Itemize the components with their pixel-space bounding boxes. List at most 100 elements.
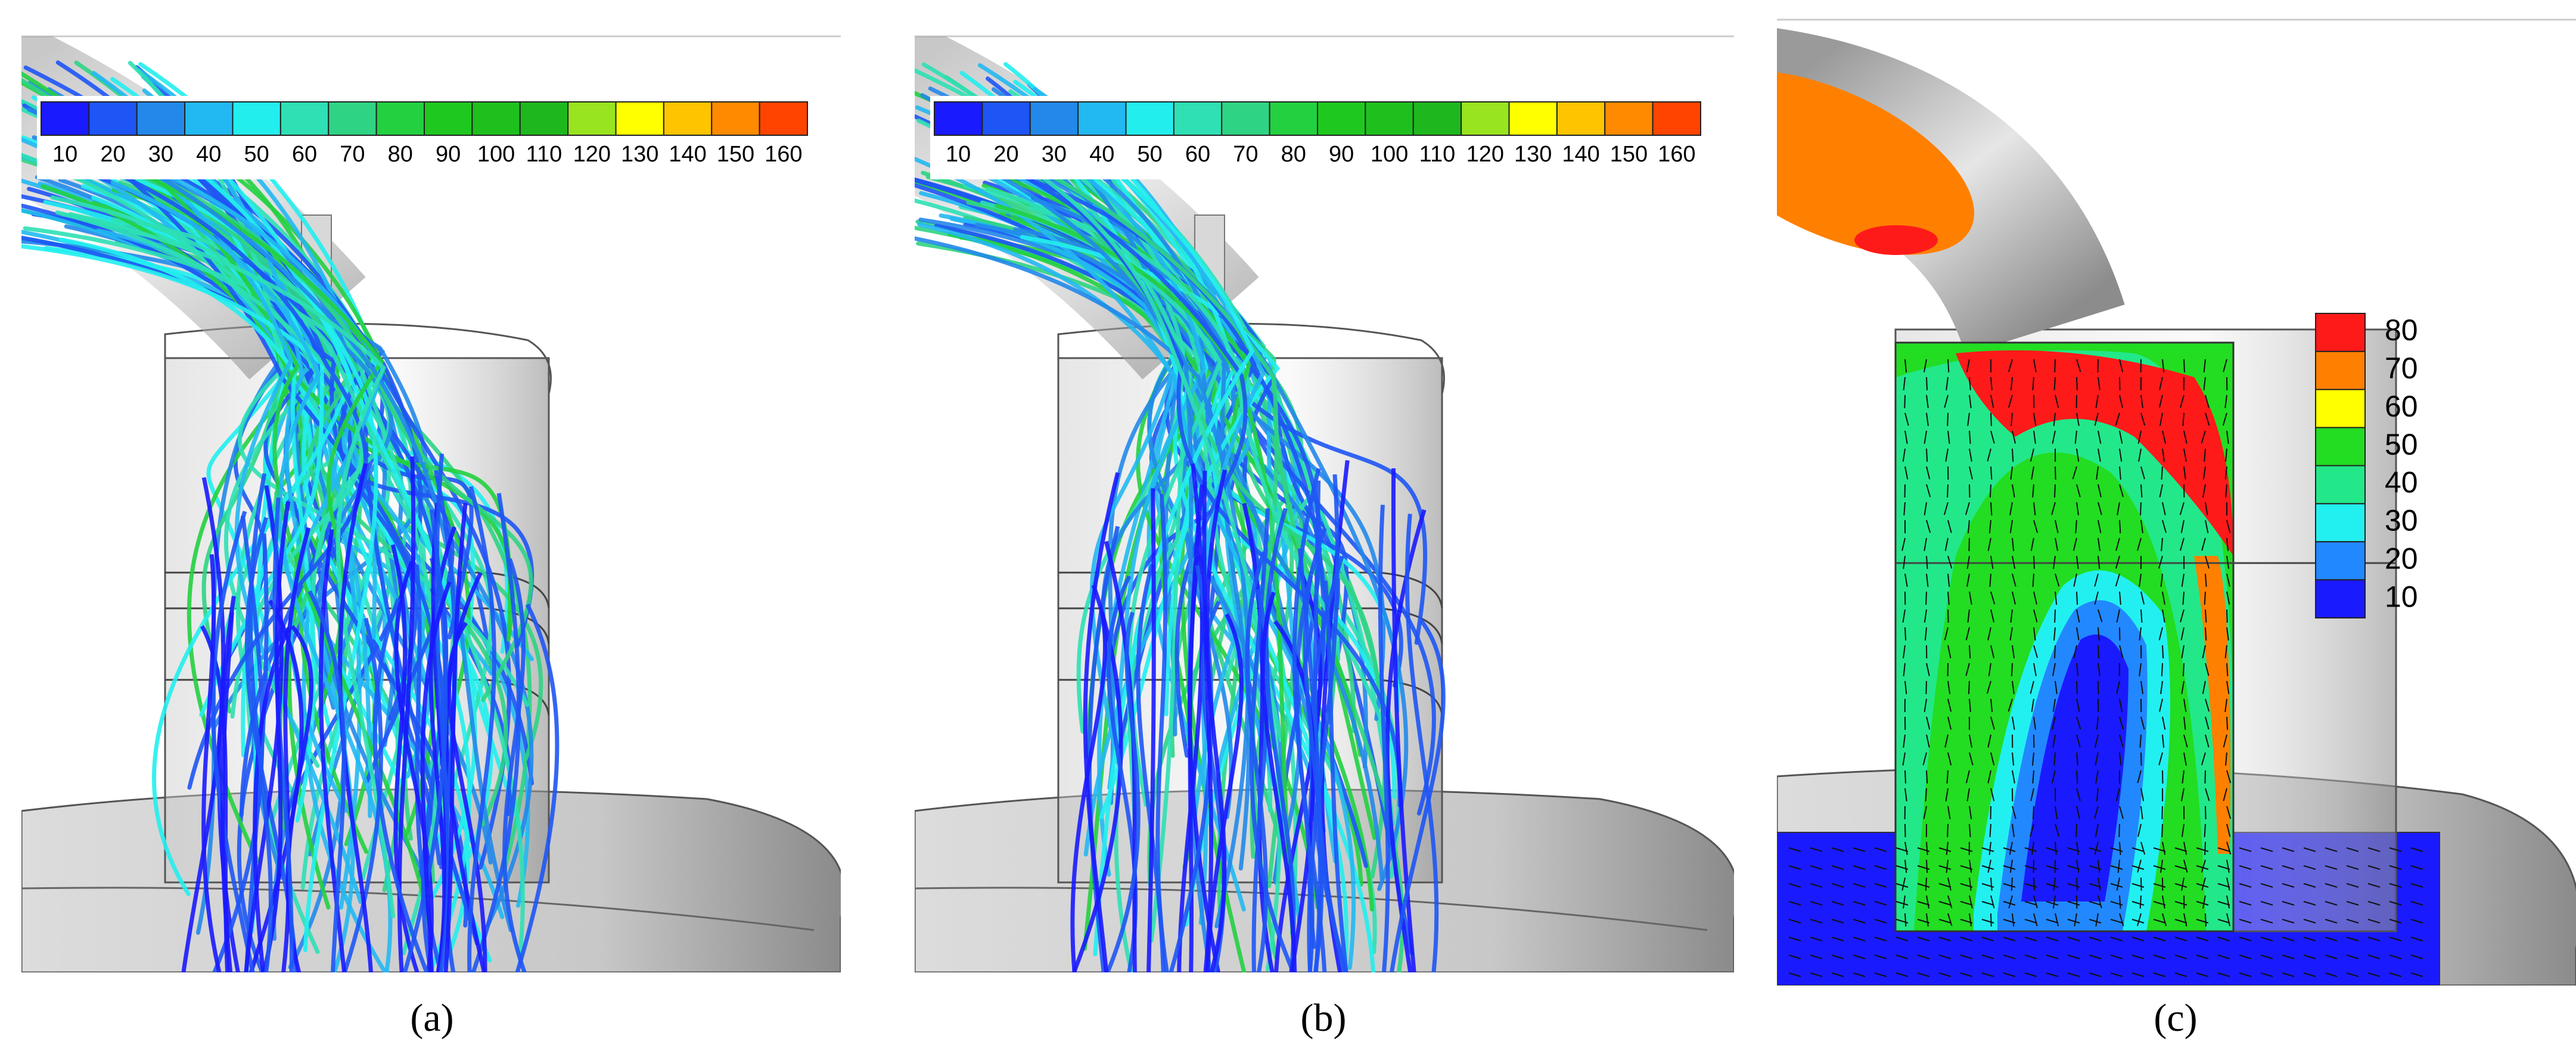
colorbar-swatch (1508, 101, 1558, 136)
vector (2226, 841, 2232, 855)
slice-border (1894, 341, 2235, 932)
vector (2367, 919, 2381, 924)
vector (1947, 698, 1952, 712)
vector (2140, 412, 2146, 426)
vector (2098, 609, 2103, 623)
vector (2153, 972, 2166, 977)
vector (1947, 895, 1953, 909)
vector (1917, 937, 1930, 941)
vector (1938, 865, 1952, 870)
vector (1917, 883, 1930, 888)
vector (2089, 972, 2102, 977)
streamline (1404, 514, 1439, 972)
streamline (502, 558, 527, 972)
vector (2226, 573, 2230, 587)
vector (2055, 806, 2058, 819)
vector (2389, 972, 2402, 977)
vector (2052, 698, 2056, 712)
vector (2226, 877, 2230, 891)
vector (2051, 502, 2056, 515)
vector (1810, 972, 1823, 977)
vector (2033, 627, 2036, 641)
vector (1969, 823, 1971, 838)
vector (2140, 394, 2143, 408)
vector (2095, 394, 2099, 408)
vector (2055, 841, 2057, 856)
vector (1960, 883, 1973, 888)
vector (2180, 520, 2185, 533)
vector (2072, 537, 2077, 551)
vector (2115, 537, 2120, 551)
vector (2098, 663, 2100, 676)
vector (1947, 913, 1953, 927)
vector (2260, 865, 2273, 870)
vector (2226, 770, 2232, 784)
vector (2096, 466, 2099, 480)
colorbar-tick-label: 80 (2385, 313, 2418, 347)
vector (2046, 919, 2059, 924)
vector (2067, 847, 2080, 852)
vector (2011, 412, 2013, 427)
vector (1926, 412, 1929, 426)
vector (1926, 841, 1928, 856)
vector (2225, 448, 2227, 462)
vector (2119, 913, 2124, 927)
vector (2217, 972, 2230, 977)
vector (1874, 847, 1887, 852)
vector (2095, 770, 2099, 784)
vector (2012, 806, 2016, 819)
vector (2089, 865, 2102, 870)
vector (2140, 752, 2142, 766)
vector (2224, 466, 2227, 480)
vector (2260, 919, 2273, 924)
vector (1874, 901, 1887, 906)
vector (2140, 466, 2145, 480)
vector (2119, 734, 2124, 748)
vector (2183, 359, 2186, 373)
vector (2003, 847, 2016, 852)
vector (1945, 448, 1949, 462)
vector (2110, 865, 2123, 870)
vector (1926, 859, 1928, 873)
vector (1904, 430, 1908, 444)
vector (1853, 972, 1866, 977)
vector (1903, 734, 1906, 748)
vector (2131, 955, 2145, 959)
vector (2053, 412, 2056, 426)
vector (2115, 412, 2120, 426)
vector (2140, 841, 2146, 855)
vector (1969, 466, 1973, 480)
vector (2095, 823, 2099, 837)
colorbar-tick-label: 120 (573, 142, 611, 167)
vector (2410, 919, 2423, 924)
vector (2089, 883, 2102, 888)
vector (1874, 972, 1887, 977)
vector (2110, 937, 2123, 941)
vector (1969, 591, 1972, 605)
vector (2226, 823, 2231, 837)
streamline (403, 509, 448, 972)
streamline (447, 621, 487, 972)
vector (2183, 752, 2187, 766)
vector (2093, 806, 2099, 819)
vector (2140, 591, 2145, 605)
vector (2089, 937, 2102, 941)
vector (1896, 847, 1909, 852)
vector (2033, 895, 2038, 909)
colorbar-tick-label: 30 (148, 142, 173, 167)
vector (2098, 645, 2100, 659)
vector (2033, 913, 2038, 927)
vector (1960, 972, 1973, 977)
vector (1965, 663, 1970, 676)
vector (2031, 752, 2034, 766)
streamline (244, 533, 269, 972)
vector (2089, 901, 2102, 906)
vector (1990, 877, 1993, 891)
vector (2012, 716, 2015, 730)
vector (2024, 972, 2037, 977)
vector (2098, 430, 2102, 444)
vector (2205, 627, 2207, 641)
streamline (1202, 471, 1214, 972)
vector (1926, 448, 1928, 462)
vector (2303, 883, 2316, 888)
